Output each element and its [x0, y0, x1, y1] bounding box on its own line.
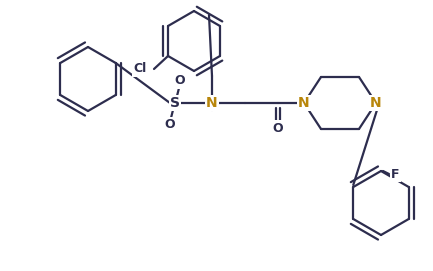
Text: N: N [298, 96, 310, 110]
Text: O: O [165, 118, 175, 131]
Text: N: N [206, 96, 218, 110]
Text: Cl: Cl [133, 63, 147, 76]
Text: N: N [370, 96, 382, 110]
Text: S: S [170, 96, 180, 110]
Text: O: O [174, 75, 185, 88]
Text: F: F [391, 167, 399, 180]
Text: O: O [273, 121, 283, 134]
